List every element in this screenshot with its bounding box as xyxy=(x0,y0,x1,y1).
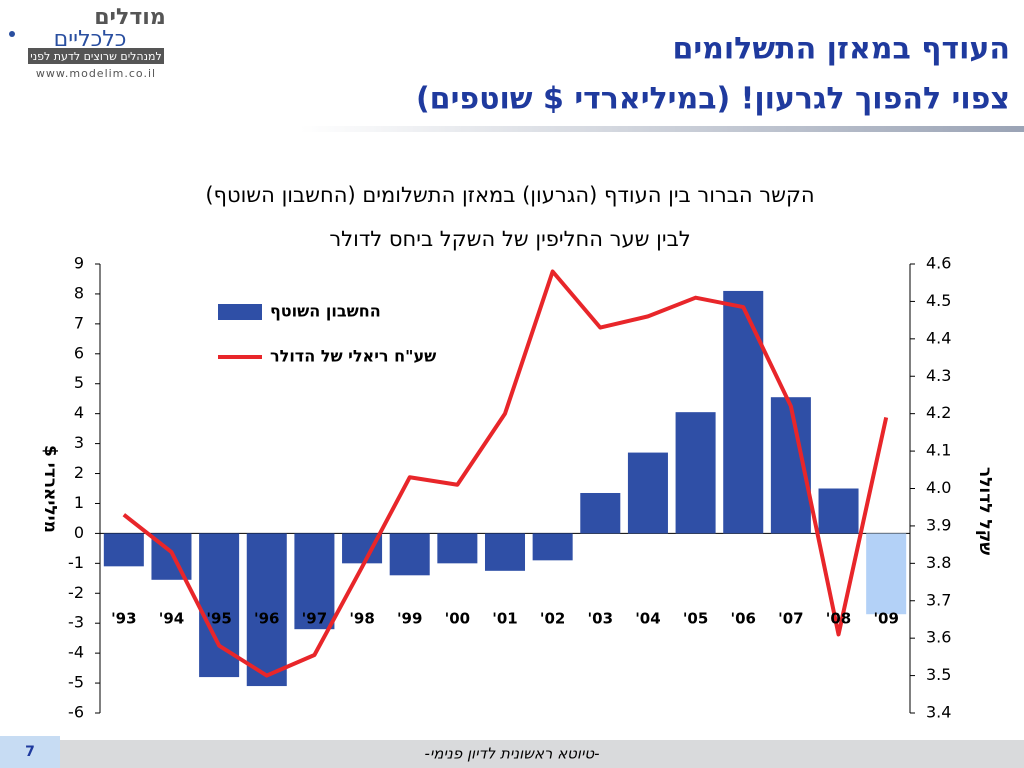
legend-label: שע"ח ריאלי של הדולר xyxy=(270,347,436,366)
x-tick-label: '09 xyxy=(873,610,898,628)
chart-title: הקשר הברור בין העודף (הגרעון) במאזן התשל… xyxy=(205,183,814,207)
bar xyxy=(484,533,526,571)
y-tick-label: 5 xyxy=(74,373,84,392)
chart-subtitle: לבין שער החליפין של השקל ביחס לדולר xyxy=(329,227,690,251)
y2-tick-label: 4.0 xyxy=(926,478,951,497)
y2-tick-label: 3.7 xyxy=(926,590,951,609)
y-tick-label: 3 xyxy=(74,433,84,452)
bar xyxy=(580,492,621,534)
x-tick-label: '96 xyxy=(254,610,279,628)
header-subtitle: צפוי להפוך לגרעון! (במיליארדי $ שוטפים) xyxy=(416,82,1010,117)
bar xyxy=(437,533,478,564)
x-tick-label: '05 xyxy=(683,610,708,628)
x-tick-label: '08 xyxy=(826,610,851,628)
y2-tick-label: 4.4 xyxy=(926,328,951,347)
logo-band xyxy=(28,48,164,64)
y-tick-label: 6 xyxy=(74,343,84,362)
y2-tick-label: 4.2 xyxy=(926,403,951,422)
y2-tick-label: 3.5 xyxy=(926,665,951,684)
x-tick-label: '00 xyxy=(445,610,470,628)
y-tick-label: 0 xyxy=(74,523,84,542)
bar xyxy=(294,533,335,630)
y-tick-label: 8 xyxy=(74,283,84,302)
logo-url: www.modelim.co.il xyxy=(36,67,156,80)
line xyxy=(122,269,889,678)
y2-tick-label: 4.6 xyxy=(926,254,951,273)
x-tick-label: '98 xyxy=(349,610,374,628)
y-tick-label: -5 xyxy=(68,673,84,692)
x-tick-label: '01 xyxy=(492,610,517,628)
y2-tick-label: 3.6 xyxy=(926,628,951,647)
x-tick-label: '03 xyxy=(588,610,613,628)
page-box xyxy=(0,736,60,768)
bar xyxy=(627,452,668,534)
footer-band xyxy=(0,740,1024,768)
bar xyxy=(103,533,144,567)
y2-tick-label: 3.9 xyxy=(926,515,951,534)
bar xyxy=(866,533,907,615)
bar xyxy=(532,533,573,561)
y-tick-label: 4 xyxy=(74,403,84,422)
y-tick-label: 7 xyxy=(74,313,84,332)
y2-tick-label: 3.8 xyxy=(926,553,951,572)
bar xyxy=(818,488,859,534)
y2-tick-label: 3.4 xyxy=(926,703,951,722)
y-tick-label: 1 xyxy=(74,493,84,512)
y2-tick-label: 4.5 xyxy=(926,291,951,310)
y2-axis-label: שקל לדולר xyxy=(975,467,995,555)
logo-line1: מודלים xyxy=(94,5,166,30)
x-tick-label: '97 xyxy=(302,610,327,628)
y-tick-label: -2 xyxy=(68,583,84,602)
y-tick-label: 2 xyxy=(74,463,84,482)
x-tick-label: '95 xyxy=(206,610,231,628)
logo-line2: כלכליים xyxy=(54,27,127,52)
header-title: העודף במאזן התשלומים xyxy=(672,32,1010,67)
y-axis-label: מיליארדי $ xyxy=(40,445,60,533)
x-tick-label: '02 xyxy=(540,610,565,628)
x-tick-label: '93 xyxy=(111,610,136,628)
bar xyxy=(723,290,764,534)
y-tick-label: -3 xyxy=(68,613,84,632)
x-tick-label: '06 xyxy=(731,610,756,628)
y2-tick-label: 4.1 xyxy=(926,441,951,460)
bar xyxy=(675,412,716,534)
header-rule xyxy=(300,126,1024,132)
x-tick-label: '99 xyxy=(397,610,422,628)
logo-dot xyxy=(9,31,15,37)
y-tick-label: -6 xyxy=(68,703,84,722)
legend-label: החשבון השוטף xyxy=(270,302,381,321)
x-tick-label: '94 xyxy=(159,610,184,628)
page-number: 7 xyxy=(25,744,35,760)
footer-text: -טיוטא ראשונית לדיון פנימי- xyxy=(425,745,600,763)
x-tick-label: '04 xyxy=(635,610,660,628)
y2-tick-label: 4.3 xyxy=(926,366,951,385)
bar xyxy=(246,533,287,687)
chart: -6 -5 -4 -3 -2 -1 0 1 2 3 4 5 6 7 8 9 3.4 3.5 3.6 3.7 3.8 3.9… xyxy=(68,254,951,722)
logo-tagline: למנהלים שרוצים לדעת לפני xyxy=(30,50,161,63)
y-tick-label: -4 xyxy=(68,643,84,662)
bar xyxy=(389,533,430,576)
y-tick-label: 9 xyxy=(74,254,84,273)
legend-swatch xyxy=(218,304,262,320)
x-tick-label: '07 xyxy=(778,610,803,628)
y-tick-label: -1 xyxy=(68,553,84,572)
